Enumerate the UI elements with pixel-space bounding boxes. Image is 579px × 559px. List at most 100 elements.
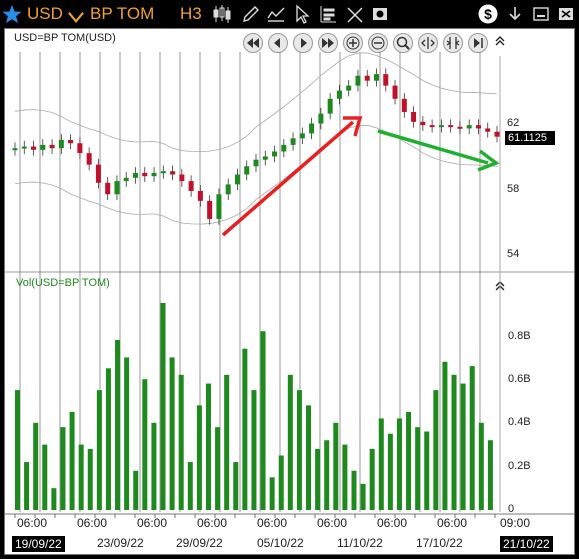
- fit-vertical-button[interactable]: [443, 33, 463, 53]
- volume-bar: [24, 462, 30, 510]
- volume-bar: [324, 440, 330, 510]
- candle-body: [485, 128, 491, 132]
- candle-body: [133, 172, 138, 178]
- candle-body: [86, 153, 92, 165]
- chevron-down-icon[interactable]: [66, 7, 86, 27]
- volume-pane-title: Vol(USD=BP TOM): [16, 277, 110, 289]
- candle-body: [160, 171, 166, 174]
- vol-tick-0.6: 0.6B: [508, 373, 531, 385]
- volume-bar: [196, 405, 202, 510]
- volume-bar: [96, 390, 102, 510]
- x-date-label-start: 19/09/22: [12, 536, 65, 552]
- volume-bar: [306, 405, 312, 510]
- trend-arrow-green: [377, 129, 500, 172]
- candle-body: [272, 151, 278, 157]
- candle-body: [457, 126, 463, 129]
- candle-body: [49, 144, 55, 149]
- candle-body: [225, 184, 231, 195]
- candle-body: [364, 75, 370, 81]
- pencil-icon[interactable]: [241, 4, 261, 24]
- candle-body: [197, 190, 203, 201]
- volume-bar: [315, 448, 321, 510]
- dollar-icon[interactable]: $: [478, 4, 498, 24]
- toolbar: USD BP TOM H3 $: [0, 0, 579, 28]
- candle-body: [142, 172, 148, 177]
- x-date-label: 05/10/22: [257, 536, 304, 550]
- volume-bar: [215, 427, 221, 510]
- erase-icon[interactable]: [345, 4, 365, 24]
- candle-body: [336, 90, 342, 99]
- candle-body: [494, 131, 500, 137]
- volume-bar: [424, 431, 430, 510]
- volume-bar: [487, 440, 493, 510]
- vol-tick-0: 0: [508, 503, 515, 515]
- volume-bar: [478, 422, 484, 510]
- crosshair-icon[interactable]: [266, 4, 286, 24]
- camera-icon[interactable]: [370, 4, 390, 24]
- pan-first-button[interactable]: [243, 33, 263, 53]
- svg-text:$: $: [484, 6, 492, 22]
- candle-body: [401, 98, 407, 112]
- instrument-label[interactable]: BP TOM: [90, 4, 155, 23]
- vol-tick-0.8: 0.8B: [508, 330, 531, 342]
- candlestick-icon[interactable]: [212, 4, 232, 24]
- volume-bar: [360, 483, 366, 510]
- zoom-in-button[interactable]: [343, 33, 363, 53]
- fit-button[interactable]: [418, 33, 438, 53]
- end-icon: [474, 38, 483, 48]
- end-button[interactable]: [468, 33, 488, 53]
- fit-icon: [421, 37, 435, 49]
- minimize-icon[interactable]: [531, 4, 551, 24]
- candle-body: [262, 156, 268, 160]
- zoom-out-icon: [371, 36, 385, 50]
- pan-last-button[interactable]: [318, 33, 338, 53]
- timeframe-label[interactable]: H3: [180, 4, 202, 23]
- candle-body: [68, 139, 74, 144]
- price-pane-title: USD=BP TOM(USD): [14, 32, 116, 44]
- collapse-price-icon[interactable]: [493, 34, 507, 48]
- volume-bar: [105, 368, 111, 510]
- volume-bar: [469, 366, 475, 510]
- zoom-box-button[interactable]: [393, 33, 413, 53]
- volume-bar: [260, 331, 266, 510]
- volume-bar: [296, 390, 302, 510]
- volume-bar: [342, 444, 348, 510]
- candle-body: [290, 138, 296, 145]
- candle-body: [411, 111, 417, 122]
- candle-body: [95, 164, 101, 183]
- cursor-icon[interactable]: [292, 4, 312, 24]
- symbol-label[interactable]: USD: [27, 4, 63, 23]
- volume-bar: [433, 390, 439, 510]
- zoom-out-button[interactable]: [368, 33, 388, 53]
- volume-bar: [224, 374, 230, 510]
- bollinger-bands: [14, 52, 498, 225]
- pan-first-icon: [247, 38, 259, 48]
- pan-right-icon: [301, 38, 307, 48]
- pan-left-button[interactable]: [268, 33, 288, 53]
- volume-bar: [251, 390, 257, 510]
- x-time-label: 06:00: [77, 516, 108, 530]
- trend-arrow-red: [221, 116, 363, 237]
- zoom-in-icon: [346, 36, 360, 50]
- close-icon[interactable]: [556, 4, 576, 24]
- volume-bar: [406, 411, 412, 510]
- candle-body: [105, 182, 111, 195]
- pan-right-button[interactable]: [293, 33, 313, 53]
- volume-bar: [169, 357, 175, 510]
- volume-bar: [78, 444, 84, 510]
- candle-body: [299, 133, 305, 139]
- volume-bar: [87, 448, 93, 510]
- pan-left-icon: [274, 38, 280, 48]
- volume-bar: [287, 374, 293, 510]
- volume-bar: [205, 383, 211, 510]
- star-icon[interactable]: [2, 4, 22, 24]
- indicator-icon[interactable]: [318, 4, 338, 24]
- candle-body: [346, 85, 352, 91]
- candle-body: [309, 123, 315, 134]
- volume-bar: [415, 427, 421, 510]
- x-date-label: 17/10/22: [416, 536, 463, 550]
- download-icon[interactable]: [505, 4, 525, 24]
- x-time-label: 06:00: [137, 516, 168, 530]
- volume-bar: [151, 422, 157, 510]
